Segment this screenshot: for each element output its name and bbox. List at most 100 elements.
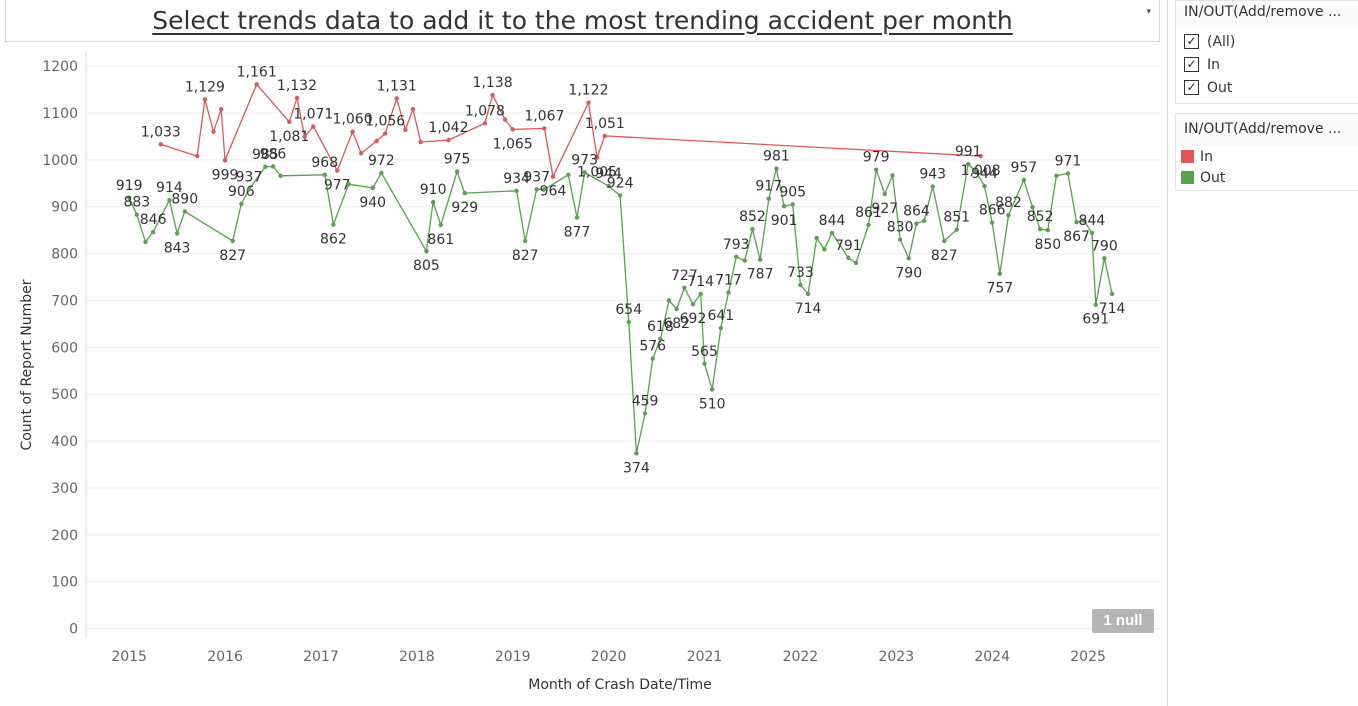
data-point-out: [658, 336, 663, 342]
data-point-out: [882, 191, 887, 197]
data-label-out: 791: [835, 238, 862, 254]
data-point-out: [182, 209, 187, 214]
data-point-out: [246, 187, 252, 192]
data-label-out: 641: [707, 308, 734, 324]
data-point-out: [606, 183, 611, 189]
data-label-in: 1,131: [377, 78, 417, 94]
x-axis-title: Month of Crash Date/Time: [528, 677, 711, 693]
data-label-out: 843: [164, 240, 191, 256]
data-label-out: 944: [971, 166, 998, 182]
data-point-out: [331, 222, 336, 227]
data-label-out: 714: [687, 274, 714, 290]
x-tick-label: 2025: [1070, 649, 1106, 665]
data-point-out: [542, 187, 547, 192]
title-filter-dropdown[interactable]: Select trends data to add it to the most…: [5, 0, 1160, 42]
checkbox-checked-icon[interactable]: ✓: [1184, 34, 1199, 49]
data-point-in: [394, 96, 399, 101]
data-label-out: 927: [871, 201, 898, 217]
data-point-out: [1037, 227, 1043, 232]
data-point-out: [263, 164, 268, 170]
data-label-in: 1,132: [277, 78, 317, 94]
y-tick-label: 600: [51, 340, 78, 356]
x-tick-label: 2019: [495, 649, 531, 665]
legend-item-out[interactable]: Out: [1176, 167, 1358, 188]
data-label-out: 944: [595, 166, 622, 182]
data-label-out: 790: [895, 265, 922, 281]
data-point-in: [482, 121, 488, 126]
data-point-out: [1089, 230, 1095, 236]
data-label-out: 957: [1010, 160, 1037, 176]
x-tick-label: 2015: [111, 649, 147, 665]
data-point-out: [742, 258, 747, 263]
y-tick-label: 200: [51, 528, 78, 544]
checkbox-checked-icon[interactable]: ✓: [1184, 80, 1199, 95]
data-label-out: 972: [368, 153, 395, 169]
data-point-out: [914, 221, 919, 226]
data-point-in: [410, 106, 416, 112]
data-point-out: [322, 172, 327, 178]
data-label-out: 991: [955, 144, 982, 160]
null-indicator-badge[interactable]: 1 null: [1092, 609, 1154, 633]
data-point-out: [921, 218, 927, 223]
x-tick-label: 2024: [974, 649, 1010, 665]
y-tick-label: 500: [51, 387, 78, 403]
data-point-in: [287, 119, 292, 125]
data-point-out: [1030, 204, 1035, 210]
data-label-out: 862: [320, 232, 347, 248]
data-point-out: [690, 302, 696, 307]
data-point-out: [897, 237, 903, 242]
data-label-out: 714: [1099, 301, 1126, 317]
filter-option-in[interactable]: ✓ In: [1176, 53, 1358, 76]
checkbox-checked-icon[interactable]: ✓: [1184, 57, 1199, 72]
data-label-out: 827: [931, 248, 958, 264]
data-label-out: 973: [571, 152, 598, 168]
data-point-in: [446, 137, 451, 143]
data-point-out: [1054, 173, 1059, 178]
data-point-in: [510, 127, 515, 132]
data-label-in: 1,005: [577, 164, 617, 180]
data-label-out: 979: [863, 150, 890, 166]
data-label-out: 917: [755, 179, 782, 195]
filter-option-out[interactable]: ✓ Out: [1176, 76, 1358, 99]
data-label-out: 910: [420, 182, 447, 198]
y-tick-label: 1200: [42, 59, 78, 75]
series-line-out: [128, 163, 1113, 454]
filter-option-all[interactable]: ✓ (All): [1176, 30, 1358, 53]
data-point-in: [254, 82, 259, 87]
data-point-in: [222, 158, 228, 163]
data-label-out: 459: [632, 393, 659, 409]
dropdown-arrow-icon[interactable]: ▾: [1146, 6, 1151, 16]
data-point-out: [682, 285, 687, 291]
data-label-in: 1,129: [185, 79, 225, 95]
data-point-in: [359, 151, 364, 156]
data-label-out: 714: [795, 301, 822, 317]
data-point-out: [1045, 227, 1051, 233]
data-point-in: [311, 124, 316, 129]
data-label-out: 985: [252, 147, 279, 163]
data-label-out: 827: [512, 248, 539, 264]
y-tick-label: 100: [51, 575, 78, 591]
data-label-out: 846: [140, 212, 167, 228]
data-point-in: [602, 133, 607, 139]
data-point-out: [709, 387, 715, 392]
data-point-out: [718, 325, 724, 331]
data-point-out: [230, 238, 235, 244]
legend-item-in[interactable]: In: [1176, 146, 1358, 167]
data-label-in: 1,067: [524, 108, 564, 124]
x-tick-label: 2018: [399, 649, 435, 665]
legend-label: Out: [1200, 169, 1226, 186]
data-point-out: [346, 182, 351, 187]
data-label-in: 1,065: [493, 136, 533, 152]
data-point-out: [522, 238, 528, 244]
data-point-out: [1065, 171, 1071, 176]
data-point-out: [379, 170, 384, 176]
data-point-out: [890, 173, 895, 178]
x-tick-label: 2021: [687, 649, 723, 665]
data-point-out: [805, 291, 811, 297]
y-tick-label: 700: [51, 293, 78, 309]
data-point-out: [1006, 212, 1011, 218]
data-point-in: [202, 97, 208, 102]
data-point-in: [978, 153, 983, 159]
data-point-out: [1102, 256, 1107, 261]
data-point-out: [650, 356, 655, 361]
